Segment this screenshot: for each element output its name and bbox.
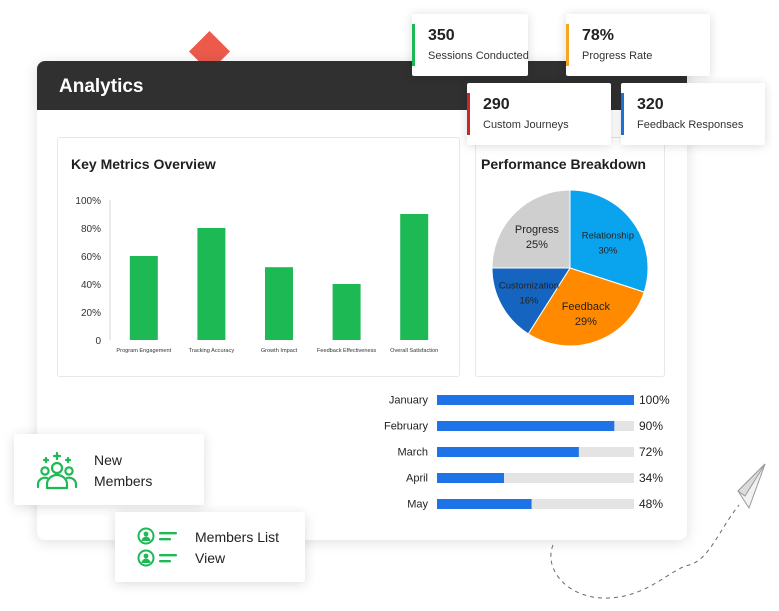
pie-slice-value: 16% bbox=[519, 296, 539, 307]
key-metrics-card: Key Metrics Overview 100% 80% 60% 40% 20% 0 Pr… bbox=[57, 137, 460, 377]
progress-fill bbox=[437, 421, 615, 431]
performance-card: Performance Breakdown Relationship 30% Fee… bbox=[475, 137, 665, 377]
user-list-icon bbox=[137, 527, 177, 567]
stat-label: Sessions Conducted bbox=[428, 50, 529, 62]
paper-plane-decoration bbox=[550, 463, 766, 599]
key-metrics-title: Key Metrics Overview bbox=[71, 156, 216, 172]
pie-slice bbox=[569, 189, 649, 293]
stat-accent bbox=[566, 24, 569, 66]
progress-value: 100% bbox=[639, 393, 670, 407]
stat-card-progress-rate: 78% Progress Rate bbox=[566, 14, 710, 76]
pie-slice-value: 29% bbox=[575, 316, 597, 328]
new-members-line1: New bbox=[94, 452, 123, 468]
stat-card-custom-journeys: 290 Custom Journeys bbox=[467, 83, 611, 145]
x-tick-label: Growth Impact bbox=[261, 348, 298, 354]
stat-value: 78% bbox=[582, 27, 615, 44]
bar bbox=[129, 256, 158, 340]
stat-card-feedback-responses: 320 Feedback Responses bbox=[621, 83, 765, 145]
stat-value: 320 bbox=[637, 96, 664, 113]
new-members-card[interactable]: New Members bbox=[14, 434, 204, 505]
y-tick-label: 20% bbox=[81, 308, 101, 319]
pie-slice-value: 30% bbox=[598, 245, 618, 256]
x-tick-label: Feedback Effectiveness bbox=[317, 348, 376, 354]
members-list-card[interactable]: Members List View bbox=[115, 512, 305, 582]
month-label: January bbox=[389, 395, 429, 407]
performance-title: Performance Breakdown bbox=[481, 156, 646, 172]
progress-fill bbox=[437, 499, 532, 509]
members-list-line1: Members List bbox=[195, 529, 280, 545]
pie-slice-label: Progress bbox=[515, 224, 560, 236]
x-tick-label: Program Engagement bbox=[116, 348, 171, 354]
month-label: April bbox=[406, 473, 428, 485]
progress-fill bbox=[437, 473, 504, 483]
progress-fill bbox=[437, 395, 634, 405]
bar bbox=[400, 214, 429, 340]
y-tick-label: 0 bbox=[95, 336, 101, 347]
bar bbox=[197, 228, 226, 340]
pie-slice bbox=[527, 267, 645, 347]
y-tick-label: 60% bbox=[81, 252, 101, 263]
stat-value: 350 bbox=[428, 27, 455, 44]
x-tick-label: Tracking Accuracy bbox=[189, 348, 235, 354]
stat-value: 290 bbox=[483, 96, 510, 113]
stat-label: Custom Journeys bbox=[483, 119, 569, 131]
y-tick-label: 80% bbox=[81, 224, 101, 235]
new-members-line2: Members bbox=[94, 473, 153, 489]
stat-accent bbox=[621, 93, 624, 135]
x-tick-label: Overall Satisfaction bbox=[390, 348, 438, 354]
pie-slice bbox=[491, 267, 571, 335]
y-tick-label: 40% bbox=[81, 280, 101, 291]
pie-slice-label: Customization bbox=[499, 281, 559, 292]
stat-label: Feedback Responses bbox=[637, 119, 744, 131]
pie-slice-label: Relationship bbox=[582, 230, 634, 241]
stat-accent bbox=[467, 93, 470, 135]
stat-label: Progress Rate bbox=[582, 50, 653, 62]
progress-value: 90% bbox=[639, 419, 663, 433]
key-metrics-bar-chart: 100% 80% 60% 40% 20% 0 Program Engagement Track… bbox=[75, 196, 438, 354]
month-label: March bbox=[397, 447, 428, 459]
pie-slice-label: Feedback bbox=[562, 301, 611, 313]
bar bbox=[332, 284, 361, 340]
pie-slice-value: 25% bbox=[526, 239, 548, 251]
members-list-line2: View bbox=[195, 550, 226, 566]
stat-card-sessions: 350 Sessions Conducted bbox=[412, 14, 529, 76]
month-label: May bbox=[407, 499, 428, 511]
pie-slice bbox=[491, 189, 571, 269]
y-tick-label: 100% bbox=[75, 196, 101, 207]
performance-pie-chart: Relationship 30% Feedback 29% Customization 1… bbox=[491, 189, 649, 347]
month-label: February bbox=[384, 421, 429, 433]
stat-accent bbox=[412, 24, 415, 66]
paper-plane-icon bbox=[737, 463, 766, 510]
progress-track bbox=[437, 421, 634, 431]
users-group-icon bbox=[36, 451, 78, 490]
bar bbox=[265, 267, 293, 340]
progress-track bbox=[437, 395, 634, 405]
